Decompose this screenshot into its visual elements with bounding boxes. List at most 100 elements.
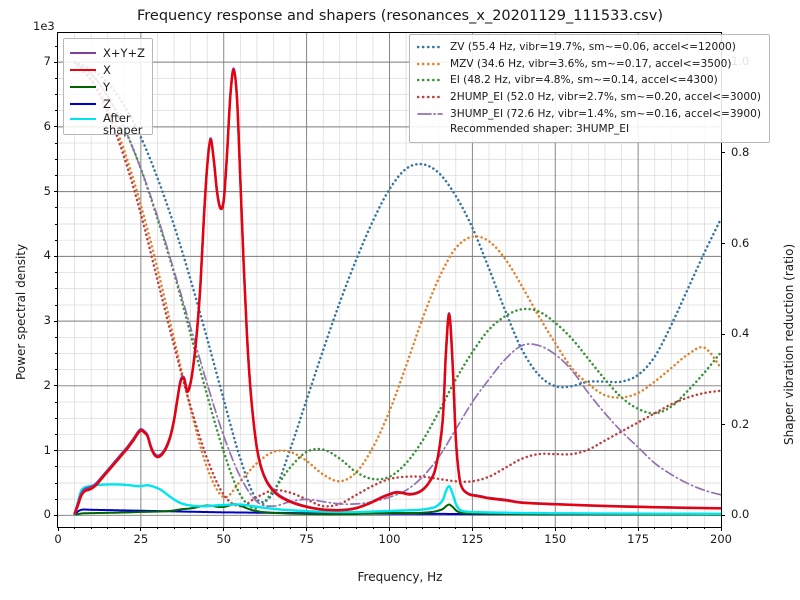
tick-mark (455, 527, 457, 530)
tick-mark (54, 514, 58, 516)
x-tick-100: 100 (378, 532, 401, 546)
tick-mark (107, 527, 109, 530)
psd-curve-x (73, 68, 721, 515)
tick-mark (90, 527, 92, 530)
tick-mark (54, 255, 58, 257)
tick-mark (721, 333, 725, 335)
tick-mark (55, 239, 58, 241)
tick-mark (123, 527, 125, 530)
tick-mark (239, 527, 241, 530)
y-right-tick-0.8: 0.8 (731, 144, 750, 159)
psd-curve-after-shaper (73, 483, 721, 516)
tick-mark (538, 527, 540, 530)
legend-swatch-y (70, 85, 96, 88)
tick-mark (140, 527, 142, 531)
series-legend-label: X (103, 62, 111, 77)
tick-mark (54, 385, 58, 387)
tick-mark (54, 61, 58, 63)
tick-mark (372, 527, 374, 530)
tick-mark (588, 527, 589, 530)
shaper-legend-label: EI (48.2 Hz, vibr=4.8%, sm~=0.14, accel<… (450, 74, 718, 87)
tick-mark (55, 142, 58, 144)
shaper-legend: ZV (55.4 Hz, vibr=19.7%, sm~=0.06, accel… (409, 34, 770, 143)
x-tick-75: 75 (299, 532, 314, 546)
legend-swatch-after-shaper (70, 118, 96, 120)
tick-mark (554, 527, 556, 531)
legend-swatch-3hump_ei (417, 109, 443, 119)
x-axis-label: Frequency, Hz (357, 570, 443, 584)
tick-mark (471, 527, 473, 531)
tick-mark (422, 527, 424, 530)
series-legend-label: After shaper (103, 111, 143, 137)
tick-mark (54, 126, 58, 128)
tick-mark (405, 527, 407, 530)
tick-mark (55, 498, 58, 500)
shaper-legend-label: MZV (34.6 Hz, vibr=3.6%, sm~=0.17, accel… (450, 57, 732, 70)
tick-mark (55, 158, 58, 160)
tick-mark (721, 514, 725, 516)
tick-mark (54, 191, 58, 193)
shaper-curve-zv (73, 61, 721, 504)
legend-swatch-ei (417, 75, 443, 85)
y-axis-offset-label: 1e3 (33, 19, 55, 33)
series-legend-item: Y (70, 78, 145, 95)
tick-mark (273, 527, 274, 530)
tick-mark (223, 527, 225, 531)
shaper-legend-item: 2HUMP_EI (52.0 Hz, vibr=2.7%, sm~=0.20, … (417, 89, 761, 106)
tick-mark (55, 482, 58, 484)
tick-mark (54, 450, 58, 452)
tick-mark (687, 527, 689, 530)
tick-mark (55, 94, 58, 95)
shaper-legend-label: 3HUMP_EI (72.6 Hz, vibr=1.4%, sm~=0.16, … (450, 107, 761, 120)
x-tick-0: 0 (54, 532, 62, 546)
x-tick-150: 150 (544, 532, 567, 546)
tick-mark (55, 77, 58, 79)
tick-mark (54, 320, 58, 322)
series-legend-label: Y (103, 79, 111, 94)
x-tick-200: 200 (710, 532, 732, 546)
tick-mark (55, 369, 58, 371)
tick-mark (670, 527, 672, 530)
y-left-tick-5: 5 (43, 183, 51, 198)
legend-swatch-2hump_ei (417, 92, 443, 102)
tick-mark (173, 527, 175, 530)
y-axis-right-label: Shaper vibration reduction (ratio) (782, 243, 796, 445)
tick-mark (704, 527, 705, 530)
y-right-tick-0.4: 0.4 (731, 326, 750, 341)
tick-mark (190, 527, 192, 530)
tick-mark (256, 527, 258, 530)
tick-mark (505, 527, 507, 530)
tick-mark (389, 527, 390, 531)
y-left-tick-2: 2 (43, 377, 51, 392)
tick-mark (637, 527, 639, 531)
y-left-tick-4: 4 (43, 248, 51, 263)
y-right-tick-0.6: 0.6 (731, 235, 750, 250)
tick-mark (157, 527, 158, 530)
series-legend-label: X+Y+Z (103, 45, 146, 60)
tick-mark (55, 223, 58, 225)
tick-mark (604, 527, 606, 530)
tick-mark (322, 527, 324, 530)
x-tick-50: 50 (216, 532, 232, 546)
tick-mark (55, 353, 58, 354)
legend-swatch-z (70, 102, 96, 105)
psd-curves (73, 67, 721, 517)
x-tick-175: 175 (627, 532, 650, 546)
psd-curve-y (73, 503, 721, 517)
shaper-curve-mzv (73, 61, 721, 499)
y-left-tick-3: 3 (43, 313, 51, 328)
shaper-legend-item: MZV (34.6 Hz, vibr=3.6%, sm~=0.17, accel… (417, 56, 761, 73)
shaper-legend-item: ZV (55.4 Hz, vibr=19.7%, sm~=0.06, accel… (417, 39, 761, 56)
legend-swatch-x (70, 68, 96, 71)
tick-mark (55, 401, 58, 403)
tick-mark (289, 527, 291, 530)
y-left-tick-6: 6 (43, 118, 51, 133)
shaper-curve-ei (73, 61, 721, 510)
plot-area (57, 32, 722, 528)
tick-mark (55, 434, 58, 435)
x-tick-25: 25 (133, 532, 149, 546)
y-left-tick-7: 7 (43, 54, 51, 69)
tick-mark (206, 527, 208, 530)
tick-mark (488, 527, 490, 530)
